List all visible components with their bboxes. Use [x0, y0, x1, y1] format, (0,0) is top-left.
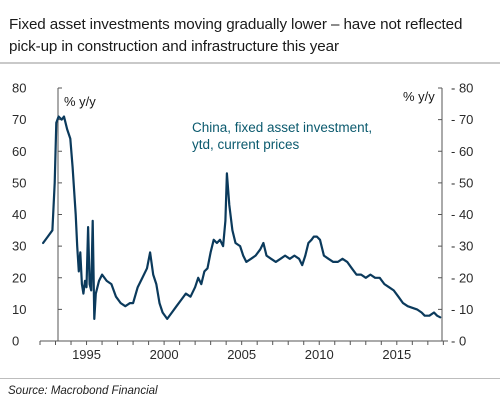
left-tick-label: 60: [12, 144, 26, 159]
right-tick-label: - 70: [451, 112, 473, 127]
x-tick-label: 2015: [382, 347, 411, 362]
source-note: Source: Macrobond Financial: [8, 385, 158, 397]
left-tick-label: 20: [12, 270, 26, 285]
right-tick-label: - 50: [451, 175, 473, 190]
right-axis-unit-label: % y/y: [403, 89, 435, 104]
x-tick-label: 2005: [227, 347, 256, 362]
left-tick-label: 50: [12, 175, 26, 190]
series-annotation-line-1: China, fixed asset investment,: [192, 120, 372, 135]
right-tick-label: - 60: [451, 144, 473, 159]
x-tick-label: 1995: [72, 347, 101, 362]
x-tick-label: 2010: [305, 347, 334, 362]
x-tick-label: 2000: [150, 347, 179, 362]
title-divider: [0, 62, 500, 64]
right-tick-label: - 30: [451, 239, 473, 254]
right-tick-label: - 80: [451, 81, 473, 96]
right-tick-label: - 40: [451, 207, 473, 222]
left-tick-label: 30: [12, 239, 26, 254]
x-axis: 1995 2000 2005 2010 2015: [39, 340, 448, 362]
left-tick-label: 70: [12, 112, 26, 127]
left-tick-label: 0: [12, 334, 19, 349]
left-tick-label: 40: [12, 207, 26, 222]
left-tick-label: 80: [12, 81, 26, 96]
chart-title: Fixed asset investments moving gradually…: [9, 16, 463, 55]
series-line: [42, 115, 442, 320]
source-divider: [0, 378, 500, 379]
right-tick-label: - 10: [451, 302, 473, 317]
right-tick-label: - 20: [451, 270, 473, 285]
right-y-axis: - 0 - 10 - 20 - 30 - 40 - 50 - 60 - 70 - 80: [438, 81, 473, 349]
series-annotation-line-2: ytd, current prices: [192, 137, 300, 152]
left-tick-label: 10: [12, 302, 26, 317]
left-axis-unit-label: % y/y: [64, 94, 96, 109]
series-group: [42, 115, 442, 320]
right-tick-label: - 0: [451, 334, 466, 349]
left-y-axis: 0 10 20 30 40 50 60 70 80: [12, 81, 62, 349]
